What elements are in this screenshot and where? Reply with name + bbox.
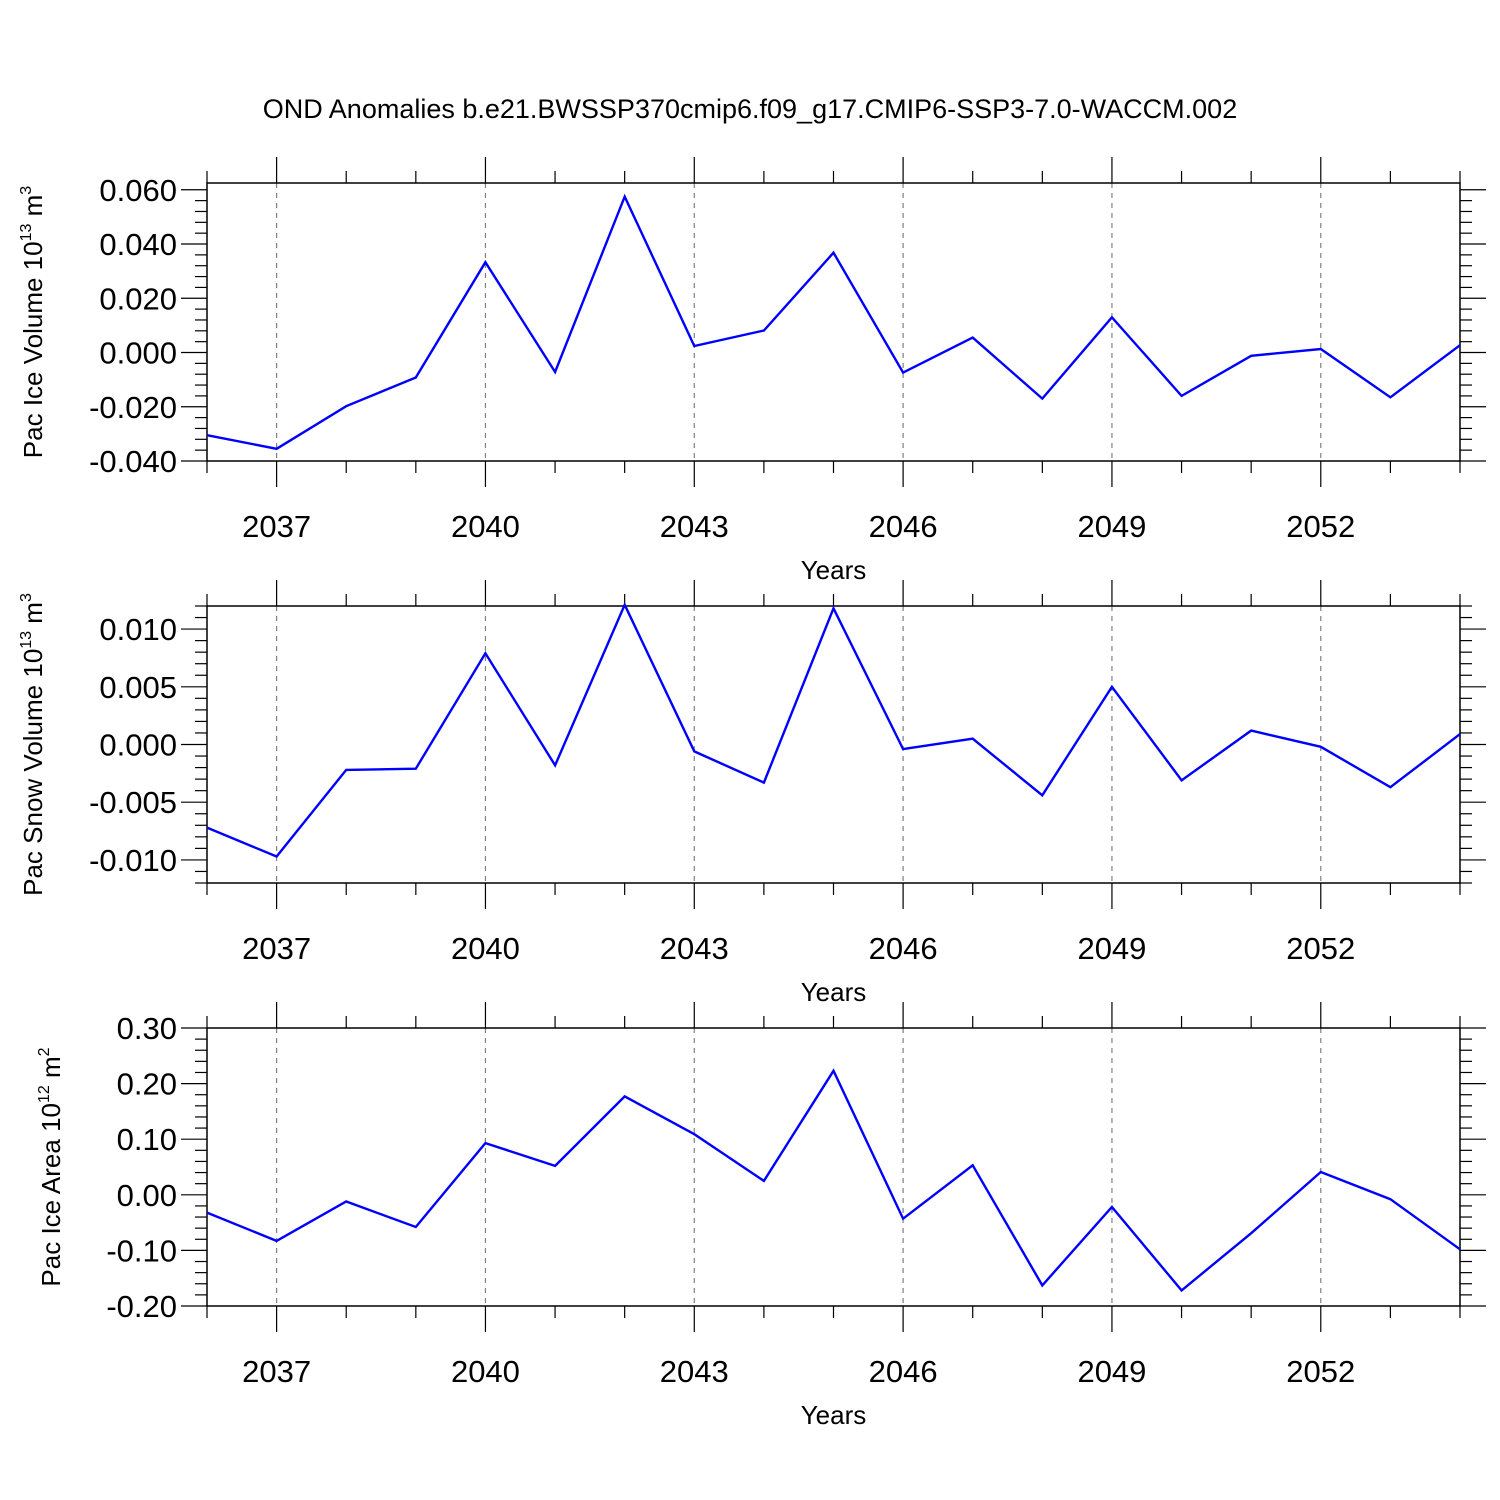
x-axis-title: Years <box>801 555 867 585</box>
y-tick-label: 0.000 <box>99 336 177 371</box>
x-tick-label: 2043 <box>660 509 729 544</box>
y-tick-label: 0.30 <box>117 1011 177 1046</box>
y-axis-title: Pac Ice Volume 1013 m3 <box>18 186 48 459</box>
y-tick-label: -0.040 <box>89 444 177 479</box>
y-tick-label: -0.005 <box>89 785 177 820</box>
chart-panel-2: -0.010 -0.005 0.000 0.005 0.010 2037 2040 2043 2… <box>18 580 1486 1007</box>
y-tick-label: 0.000 <box>99 728 177 763</box>
x-tick-label: 2043 <box>660 931 729 966</box>
series-line <box>206 601 1461 858</box>
y-tick-label: -0.10 <box>106 1233 177 1268</box>
chart-panels: -0.040 -0.020 0.000 0.020 0.040 0.060 2037 2040… <box>18 157 1486 1430</box>
y-tick-label: -0.010 <box>89 843 177 878</box>
y-tick-label: -0.20 <box>106 1289 177 1324</box>
y-tick-label: 0.040 <box>99 227 177 262</box>
series-line <box>206 1068 1461 1293</box>
x-tick-label: 2037 <box>242 509 311 544</box>
chart-panel-3: -0.20 -0.10 0.00 0.10 0.20 0.30 2037 2040 2043 20… <box>36 1002 1486 1430</box>
y-tick-label: 0.10 <box>117 1122 177 1157</box>
y-tick-label: 0.010 <box>99 612 177 647</box>
y-tick-label: 0.20 <box>117 1067 177 1102</box>
chart-title: OND Anomalies b.e21.BWSSP370cmip6.f09_g1… <box>263 94 1237 124</box>
chart-panel-1: -0.040 -0.020 0.000 0.020 0.040 0.060 2037 2040… <box>18 157 1486 585</box>
y-tick-label: 0.005 <box>99 670 177 705</box>
x-tick-label: 2037 <box>242 1354 311 1389</box>
x-tick-label: 2046 <box>869 1354 938 1389</box>
x-axis-title: Years <box>801 1400 867 1430</box>
x-tick-label: 2043 <box>660 1354 729 1389</box>
y-tick-label: -0.020 <box>89 390 177 425</box>
x-tick-label: 2037 <box>242 931 311 966</box>
x-tick-label: 2040 <box>451 509 520 544</box>
y-tick-label: 0.020 <box>99 281 177 316</box>
x-tick-label: 2052 <box>1286 509 1355 544</box>
x-tick-label: 2049 <box>1077 1354 1146 1389</box>
plot-frame <box>206 182 1461 462</box>
x-tick-label: 2040 <box>451 1354 520 1389</box>
x-tick-label: 2049 <box>1077 509 1146 544</box>
plot-frame <box>206 1027 1461 1307</box>
series-line <box>206 193 1461 451</box>
x-tick-label: 2046 <box>869 931 938 966</box>
x-tick-label: 2052 <box>1286 1354 1355 1389</box>
y-axis-title: Pac Ice Area 1012 m2 <box>36 1047 66 1286</box>
y-axis-title: Pac Snow Volume 1013 m3 <box>18 593 48 896</box>
y-tick-label: 0.00 <box>117 1178 177 1213</box>
x-axis-title: Years <box>801 977 867 1007</box>
x-tick-label: 2040 <box>451 931 520 966</box>
y-tick-label: 0.060 <box>99 173 177 208</box>
x-tick-label: 2049 <box>1077 931 1146 966</box>
x-tick-label: 2052 <box>1286 931 1355 966</box>
x-tick-label: 2046 <box>869 509 938 544</box>
